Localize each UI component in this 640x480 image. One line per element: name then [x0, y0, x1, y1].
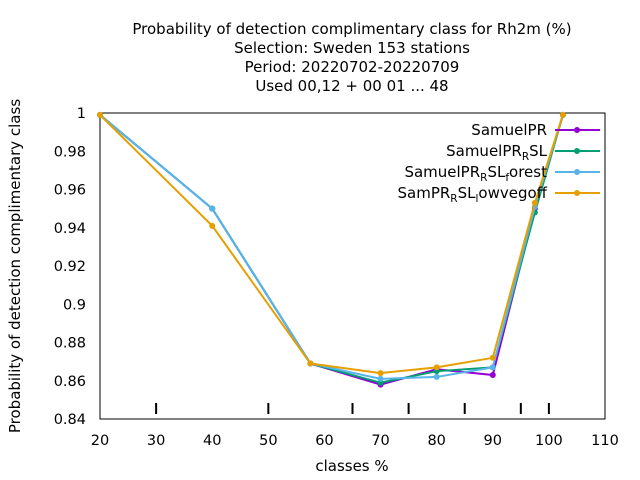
x-tick-label: 50	[259, 433, 277, 449]
legend-label-rest: SL	[458, 184, 477, 202]
series-line-4	[99, 114, 564, 375]
legend-label-rest: SL	[487, 163, 506, 181]
title-line-1: Probability of detection complimentary c…	[132, 20, 571, 38]
x-tick-label: 30	[147, 433, 165, 449]
y-tick-label: 0.9	[63, 297, 86, 313]
series-4-point	[489, 354, 496, 361]
series-4-point	[377, 370, 384, 377]
legend-swatch-point	[574, 169, 580, 175]
legend-label-main: SamuelPR	[446, 142, 522, 160]
chart-title: Probability of detection complimentary c…	[132, 20, 571, 95]
axis-ticks: 20 30 40 50 60 70 80 90 100 110 0.84 0.86 0.88 0.9 0.9…	[54, 106, 619, 449]
legend: SamuelPRSamuelPRRSLSamuelPRRSLforestSamP…	[398, 121, 600, 205]
x-tick-label: 90	[484, 433, 502, 449]
y-tick-label: 0.86	[54, 374, 86, 390]
legend-swatch-point	[574, 127, 580, 133]
legend-label-sub: R	[450, 193, 457, 205]
y-tick-label: 0.84	[54, 412, 86, 428]
x-axis-label: classes %	[315, 457, 388, 475]
title-line-2: Selection: Sweden 153 stations	[234, 39, 470, 57]
series-3-point	[209, 205, 216, 212]
title-line-4: Used 00,12 + 00 01 ... 48	[255, 77, 448, 95]
series-4-point	[307, 360, 314, 367]
series-layer	[97, 111, 566, 388]
series-3-point	[489, 364, 496, 371]
y-tick-label: 0.88	[54, 336, 86, 352]
y-tick-label: 0.94	[54, 221, 86, 237]
legend-label-sub: f	[505, 172, 509, 184]
series-3-point	[433, 373, 440, 380]
legend-label-main: SamuelPR	[404, 163, 480, 181]
legend-label-main: SamPR	[398, 184, 451, 202]
legend-label-rest: orest	[509, 163, 547, 181]
series-4-point	[531, 199, 538, 206]
series-1-point	[489, 372, 496, 379]
series-4-point	[559, 111, 566, 118]
plot-frame	[99, 112, 606, 420]
y-tick-label: 1	[77, 106, 86, 122]
legend-label-sub: R	[522, 151, 529, 163]
y-axis-label: Probability of detection complimentary c…	[6, 99, 24, 433]
legend-label: SamuelPRRSL	[446, 142, 548, 163]
x-tick-label: 80	[427, 433, 445, 449]
y-tick-label: 0.92	[54, 259, 86, 275]
legend-label-rest: owvegoff	[478, 184, 547, 202]
x-tick-label: 100	[535, 433, 563, 449]
series-4-point	[97, 111, 103, 118]
legend-label: SamuelPRRSLforest	[404, 163, 547, 184]
legend-label-sub: l	[475, 193, 478, 205]
y-tick-label: 0.96	[54, 183, 86, 199]
x-tick-label: 70	[371, 433, 389, 449]
minor-marks	[155, 403, 550, 414]
series-4-point	[209, 222, 216, 229]
legend-label-rest: SL	[529, 142, 548, 160]
legend-label: SamuelPR	[471, 121, 547, 139]
x-tick-label: 60	[315, 433, 333, 449]
x-tick-label: 110	[591, 433, 619, 449]
legend-label: SamPRRSLlowvegoff	[398, 184, 548, 205]
series-3-point	[377, 375, 384, 382]
series-4-point	[433, 364, 440, 371]
legend-swatch-point	[574, 190, 580, 196]
title-line-3: Period: 20220702-20220709	[245, 58, 460, 76]
legend-label-main: SamuelPR	[471, 121, 547, 139]
legend-label-sub: R	[480, 172, 487, 184]
x-tick-label: 40	[203, 433, 221, 449]
y-tick-label: 0.98	[54, 144, 86, 160]
x-tick-label: 20	[91, 433, 109, 449]
series-line-3	[99, 114, 564, 380]
legend-swatch-point	[574, 148, 580, 154]
